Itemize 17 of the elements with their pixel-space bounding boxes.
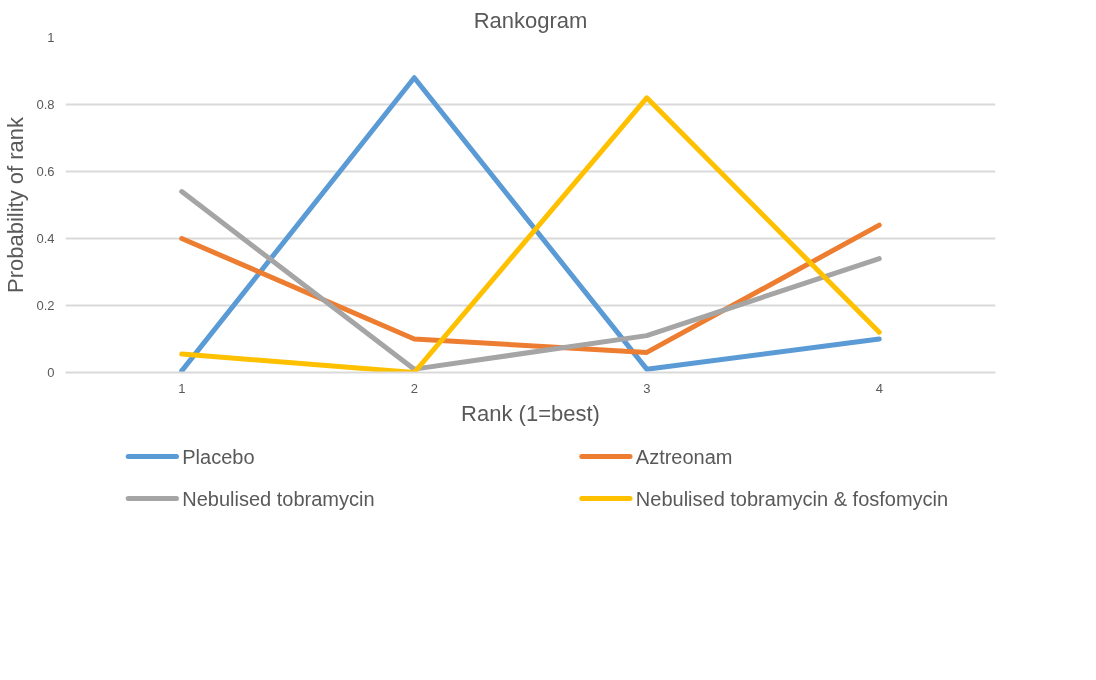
y-tick-label: 1 — [47, 30, 55, 45]
y-tick-label: 0.6 — [36, 164, 55, 179]
x-tick-label: 4 — [875, 380, 883, 396]
x-tick-label: 3 — [643, 380, 651, 396]
y-tick-label: 0.2 — [36, 298, 55, 313]
legend-label: Aztreonam — [635, 445, 733, 468]
legend-label: Nebulised tobramycin — [182, 487, 375, 510]
y-tick-label: 0.4 — [36, 231, 55, 246]
y-tick-label: 0 — [47, 365, 55, 380]
x-tick-label: 1 — [178, 380, 186, 396]
chart-title: Rankogram — [473, 7, 588, 33]
y-tick-label: 0.8 — [36, 97, 55, 112]
y-axis-title: Probability of rank — [3, 115, 29, 294]
x-axis-title: Rank (1=best) — [461, 400, 600, 426]
legend-label: Nebulised tobramycin & fosfomycin — [635, 487, 949, 510]
legend-label: Placebo — [182, 445, 255, 468]
x-tick-label: 2 — [410, 380, 418, 396]
